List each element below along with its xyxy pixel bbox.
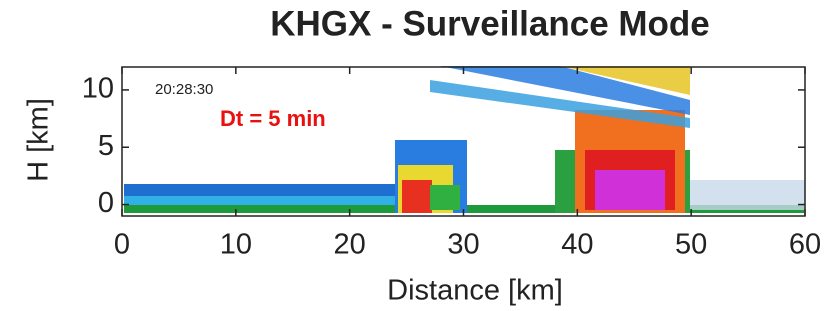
echo-region bbox=[430, 185, 460, 210]
annotation: Dt = 5 min bbox=[220, 106, 326, 131]
y-tick-label: 10 bbox=[82, 73, 114, 105]
x-tick-label: 30 bbox=[447, 229, 479, 261]
x-axis-label: Distance [km] bbox=[387, 275, 563, 307]
echo-region bbox=[595, 170, 665, 210]
x-tick-label: 20 bbox=[334, 229, 366, 261]
x-tick-label: 50 bbox=[675, 229, 707, 261]
radar-echoes bbox=[124, 66, 805, 213]
y-axis-label: H [km] bbox=[23, 98, 55, 182]
echo-region bbox=[124, 196, 404, 206]
annotation: 20:28:30 bbox=[155, 81, 213, 98]
y-tick-label: 0 bbox=[98, 187, 114, 219]
chart-title: KHGX - Surveillance Mode bbox=[270, 4, 710, 43]
x-tick-label: 0 bbox=[114, 229, 130, 261]
chart: KHGX - Surveillance Mode Distance [km] H… bbox=[0, 0, 827, 311]
y-tick-label: 5 bbox=[98, 130, 114, 162]
x-tick-label: 40 bbox=[561, 229, 593, 261]
x-tick-label: 10 bbox=[220, 229, 252, 261]
x-tick-label: 60 bbox=[789, 229, 821, 261]
echo-region bbox=[690, 180, 805, 210]
echo-region bbox=[402, 180, 432, 213]
